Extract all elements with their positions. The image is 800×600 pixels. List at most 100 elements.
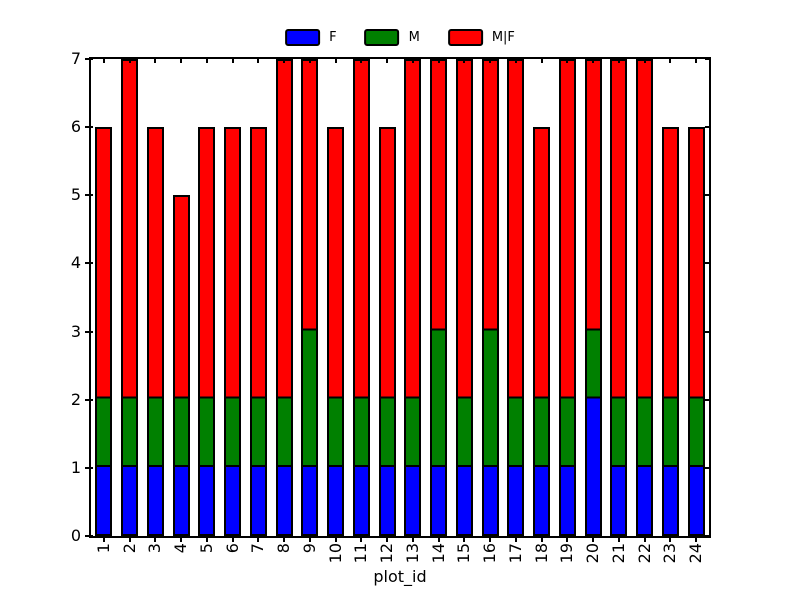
x-tick-top (540, 59, 543, 63)
x-tick-label: 18 (531, 543, 551, 564)
x-tick-top (128, 59, 131, 63)
x-tick-top (592, 59, 595, 63)
bar-14 (430, 59, 448, 536)
legend-swatch-M|F (447, 29, 483, 46)
x-tick-top (489, 59, 492, 63)
x-tick-top (463, 59, 466, 63)
x-tick-bottom (180, 534, 183, 542)
legend-item-F: F (285, 29, 337, 46)
y-tick-label: 7 (70, 49, 81, 68)
bar-4 (172, 195, 190, 536)
x-tick-top (514, 59, 517, 63)
bar-20 (584, 59, 602, 536)
bar-2 (121, 59, 139, 536)
bar-15 (455, 59, 473, 536)
y-tick (85, 466, 93, 469)
x-tick-label: 20 (583, 543, 603, 564)
x-tick-bottom (360, 534, 363, 542)
x-tick-top (283, 59, 286, 63)
x-tick-bottom (437, 534, 440, 542)
x-tick-label: 15 (454, 543, 474, 564)
x-tick-top (308, 59, 311, 63)
bar-16 (481, 59, 499, 536)
x-tick-bottom (283, 534, 286, 542)
y-tick-right (705, 126, 709, 129)
y-tick-right (705, 466, 709, 469)
bar-8 (275, 59, 293, 536)
x-tick-bottom (334, 534, 337, 542)
legend-swatch-F (285, 29, 321, 46)
y-tick-right (705, 194, 709, 197)
x-tick-bottom (463, 534, 466, 542)
y-tick (85, 194, 93, 197)
x-tick-label: 11 (351, 543, 371, 564)
x-tick-bottom (695, 534, 698, 542)
x-tick-bottom (154, 534, 157, 542)
legend-label: M|F (491, 30, 515, 45)
x-tick-label: 17 (505, 543, 525, 564)
legend-label: M (408, 30, 420, 45)
x-tick-top (102, 59, 105, 63)
x-tick-label: 24 (686, 543, 706, 564)
x-tick-label: 19 (557, 543, 577, 564)
bar-6 (224, 127, 242, 536)
y-tick-label: 3 (70, 321, 81, 341)
x-tick-label: 12 (377, 543, 397, 564)
x-tick-bottom (592, 534, 595, 542)
y-tick-right (705, 58, 709, 60)
bar-19 (558, 59, 576, 536)
x-tick-bottom (643, 534, 646, 542)
x-tick-top (154, 59, 157, 63)
bar-13 (404, 59, 422, 536)
x-tick-top (566, 59, 569, 63)
legend-swatch-M (364, 29, 400, 46)
bar-5 (198, 127, 216, 536)
x-tick-top (669, 59, 672, 63)
x-tick-label: 1 (93, 543, 113, 554)
bar-11 (352, 59, 370, 536)
y-tick-right (705, 398, 709, 401)
y-tick-label: 0 (70, 526, 81, 545)
y-tick (85, 535, 93, 537)
x-axis-title: plot_id (373, 567, 427, 586)
y-tick (85, 262, 93, 265)
x-tick-label: 22 (634, 543, 654, 564)
x-tick-label: 9 (299, 543, 319, 554)
x-tick-label: 10 (325, 543, 345, 564)
x-tick-top (257, 59, 260, 63)
bar-24 (687, 127, 705, 536)
x-tick-top (617, 59, 620, 63)
bar-18 (533, 127, 551, 536)
x-tick-bottom (489, 534, 492, 542)
x-tick-label: 23 (660, 543, 680, 564)
y-tick-label: 1 (70, 457, 81, 477)
x-tick-bottom (411, 534, 414, 542)
y-tick-right (705, 262, 709, 265)
legend-item-M|F: M|F (447, 29, 515, 46)
y-tick-label: 4 (70, 253, 81, 273)
x-tick-bottom (257, 534, 260, 542)
x-tick-bottom (669, 534, 672, 542)
bar-1 (95, 127, 113, 536)
x-tick-bottom (540, 534, 543, 542)
x-tick-label: 6 (222, 543, 242, 554)
x-tick-label: 7 (248, 543, 268, 554)
legend-label: F (329, 30, 337, 45)
x-tick-top (231, 59, 234, 63)
y-tick (85, 330, 93, 333)
x-tick-label: 8 (274, 543, 294, 554)
x-tick-label: 5 (196, 543, 216, 554)
x-tick-top (386, 59, 389, 63)
x-tick-top (360, 59, 363, 63)
bar-7 (249, 127, 267, 536)
x-tick-top (411, 59, 414, 63)
x-tick-top (437, 59, 440, 63)
x-tick-bottom (514, 534, 517, 542)
x-tick-bottom (231, 534, 234, 542)
x-tick-label: 4 (171, 543, 191, 554)
x-tick-label: 2 (119, 543, 139, 554)
bar-9 (301, 59, 319, 536)
plot-area (89, 57, 711, 538)
y-tick-label: 6 (70, 117, 81, 137)
x-tick-top (643, 59, 646, 63)
